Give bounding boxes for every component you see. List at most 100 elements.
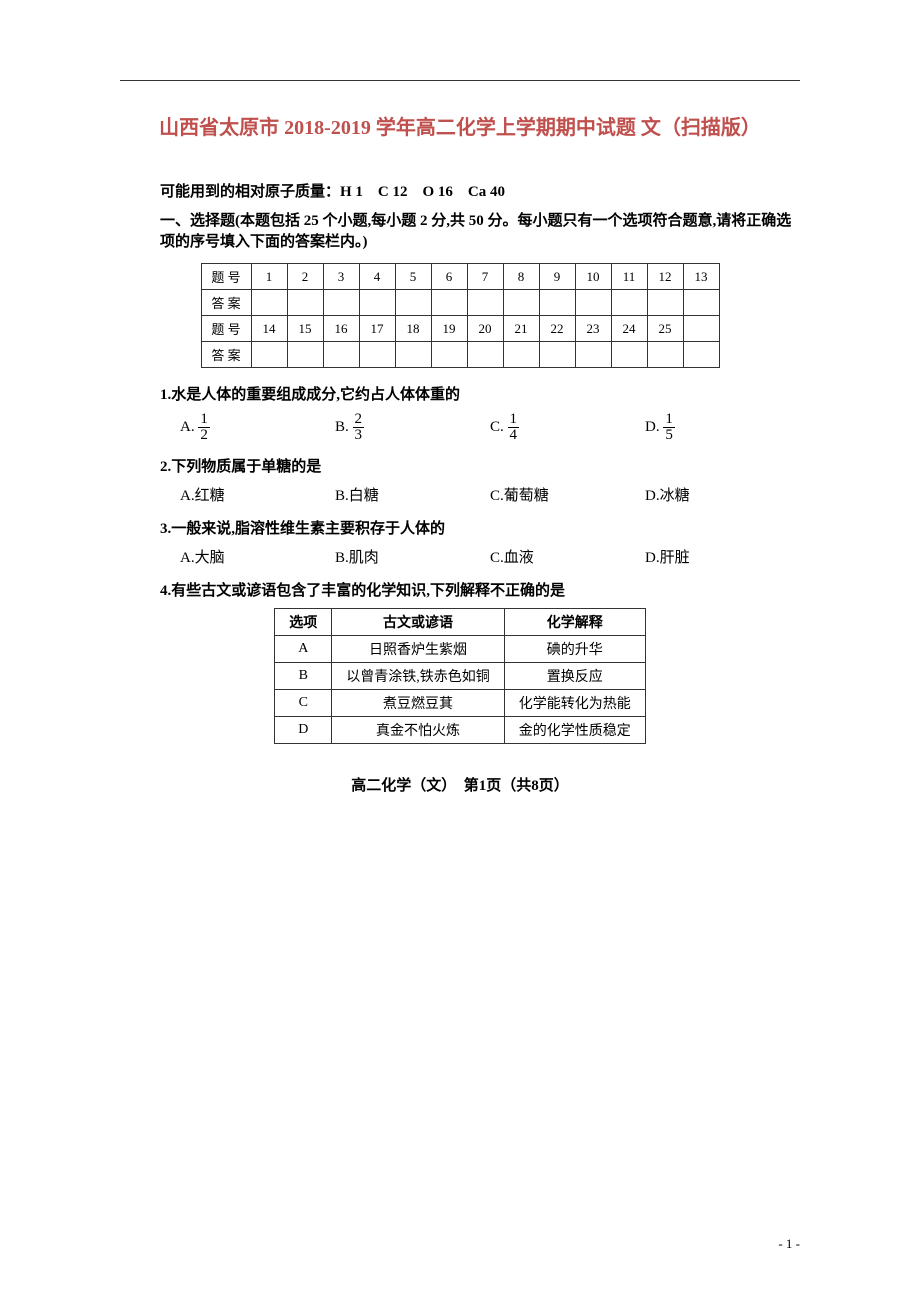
q4-cell: 煮豆燃豆萁 <box>332 690 505 717</box>
q2-text: 2.下列物质属于单糖的是 <box>160 455 800 476</box>
answer-cell <box>431 290 467 316</box>
answer-cell <box>251 290 287 316</box>
answer-cell <box>467 290 503 316</box>
q4-cell: C <box>275 690 332 717</box>
q3-opt-d: D.肝脏 <box>645 546 800 567</box>
qnum: 18 <box>395 316 431 342</box>
qnum: 1 <box>251 264 287 290</box>
atomic-mass-label: 可能用到的相对原子质量： <box>160 184 340 200</box>
q3-opt-a: A.大脑 <box>180 546 335 567</box>
answer-cell <box>467 342 503 368</box>
answer-table: 题 号 1 2 3 4 5 6 7 8 9 10 11 12 13 答 案 题 … <box>201 263 720 368</box>
answer-cell <box>395 342 431 368</box>
answer-cell <box>683 342 719 368</box>
answer-cell <box>431 342 467 368</box>
page-footer: 高二化学（文） 第1页（共8页） <box>120 774 800 795</box>
q4-cell: A <box>275 636 332 663</box>
answer-cell <box>575 342 611 368</box>
qnum: 3 <box>323 264 359 290</box>
q3-text: 3.一般来说,脂溶性维生素主要积存于人体的 <box>160 517 800 538</box>
qnum <box>683 316 719 342</box>
answer-cell <box>359 342 395 368</box>
qnum: 9 <box>539 264 575 290</box>
q2-opt-a: A.红糖 <box>180 484 335 505</box>
q2-opt-c: C.葡萄糖 <box>490 484 645 505</box>
answer-cell <box>575 290 611 316</box>
qnum: 25 <box>647 316 683 342</box>
q1-opt-a: A. 12 <box>180 412 335 443</box>
answer-cell <box>287 290 323 316</box>
qnum: 2 <box>287 264 323 290</box>
answer-cell <box>251 342 287 368</box>
qnum: 19 <box>431 316 467 342</box>
answer-cell <box>323 342 359 368</box>
qnum: 7 <box>467 264 503 290</box>
answer-cell <box>503 290 539 316</box>
answer-cell <box>647 290 683 316</box>
answer-cell <box>683 290 719 316</box>
q4-cell: 金的化学性质稳定 <box>504 717 645 744</box>
q4-cell: 真金不怕火炼 <box>332 717 505 744</box>
qnum: 14 <box>251 316 287 342</box>
answer-cell <box>503 342 539 368</box>
row-label: 题 号 <box>201 264 251 290</box>
qnum: 16 <box>323 316 359 342</box>
atomic-mass-line: 可能用到的相对原子质量：H 1 C 12 O 16 Ca 40 <box>160 180 800 201</box>
q4-cell: 以曾青涂铁,铁赤色如铜 <box>332 663 505 690</box>
q4-cell: D <box>275 717 332 744</box>
q1-opt-d: D. 15 <box>645 412 800 443</box>
answer-cell <box>287 342 323 368</box>
q4-header: 古文或谚语 <box>332 609 505 636</box>
document-title: 山西省太原市 2018-2019 学年高二化学上学期期中试题 文（扫描版） <box>120 111 800 140</box>
q3-opt-c: C.血液 <box>490 546 645 567</box>
answer-label: 答 案 <box>201 342 251 368</box>
qnum: 24 <box>611 316 647 342</box>
answer-cell <box>539 342 575 368</box>
qnum: 11 <box>611 264 647 290</box>
q4-header: 选项 <box>275 609 332 636</box>
answer-label: 答 案 <box>201 290 251 316</box>
q1-opt-b: B. 23 <box>335 412 490 443</box>
qnum: 22 <box>539 316 575 342</box>
q4-table: 选项 古文或谚语 化学解释 A 日照香炉生紫烟 碘的升华 B 以曾青涂铁,铁赤色… <box>274 608 646 744</box>
q4-cell: B <box>275 663 332 690</box>
answer-cell <box>611 342 647 368</box>
qnum: 15 <box>287 316 323 342</box>
qnum: 5 <box>395 264 431 290</box>
qnum: 21 <box>503 316 539 342</box>
answer-cell <box>359 290 395 316</box>
q3-opt-b: B.肌肉 <box>335 546 490 567</box>
top-rule <box>120 80 800 81</box>
q4-table-wrap: 选项 古文或谚语 化学解释 A 日照香炉生紫烟 碘的升华 B 以曾青涂铁,铁赤色… <box>120 608 800 744</box>
page-number: - 1 - <box>778 1236 800 1252</box>
qnum: 12 <box>647 264 683 290</box>
qnum: 8 <box>503 264 539 290</box>
answer-cell <box>323 290 359 316</box>
answer-cell <box>647 342 683 368</box>
q2-options: A.红糖 B.白糖 C.葡萄糖 D.冰糖 <box>180 484 800 505</box>
qnum: 13 <box>683 264 719 290</box>
q4-cell: 置换反应 <box>504 663 645 690</box>
q1-text: 1.水是人体的重要组成成分,它约占人体体重的 <box>160 383 800 404</box>
q4-text: 4.有些古文或谚语包含了丰富的化学知识,下列解释不正确的是 <box>160 579 800 600</box>
answer-cell <box>395 290 431 316</box>
q1-opt-c: C. 14 <box>490 412 645 443</box>
q1-options: A. 12 B. 23 C. 14 D. 15 <box>180 412 800 443</box>
q4-cell: 化学能转化为热能 <box>504 690 645 717</box>
row-label: 题 号 <box>201 316 251 342</box>
atomic-mass-values: H 1 C 12 O 16 Ca 40 <box>340 184 505 200</box>
qnum: 20 <box>467 316 503 342</box>
q4-cell: 碘的升华 <box>504 636 645 663</box>
q3-options: A.大脑 B.肌肉 C.血液 D.肝脏 <box>180 546 800 567</box>
answer-grid: 题 号 1 2 3 4 5 6 7 8 9 10 11 12 13 答 案 题 … <box>120 263 800 368</box>
qnum: 6 <box>431 264 467 290</box>
qnum: 4 <box>359 264 395 290</box>
q4-cell: 日照香炉生紫烟 <box>332 636 505 663</box>
section-intro: 一、选择题(本题包括 25 个小题,每小题 2 分,共 50 分。每小题只有一个… <box>160 209 800 251</box>
qnum: 23 <box>575 316 611 342</box>
qnum: 17 <box>359 316 395 342</box>
answer-cell <box>611 290 647 316</box>
q4-header: 化学解释 <box>504 609 645 636</box>
answer-cell <box>539 290 575 316</box>
q2-opt-b: B.白糖 <box>335 484 490 505</box>
